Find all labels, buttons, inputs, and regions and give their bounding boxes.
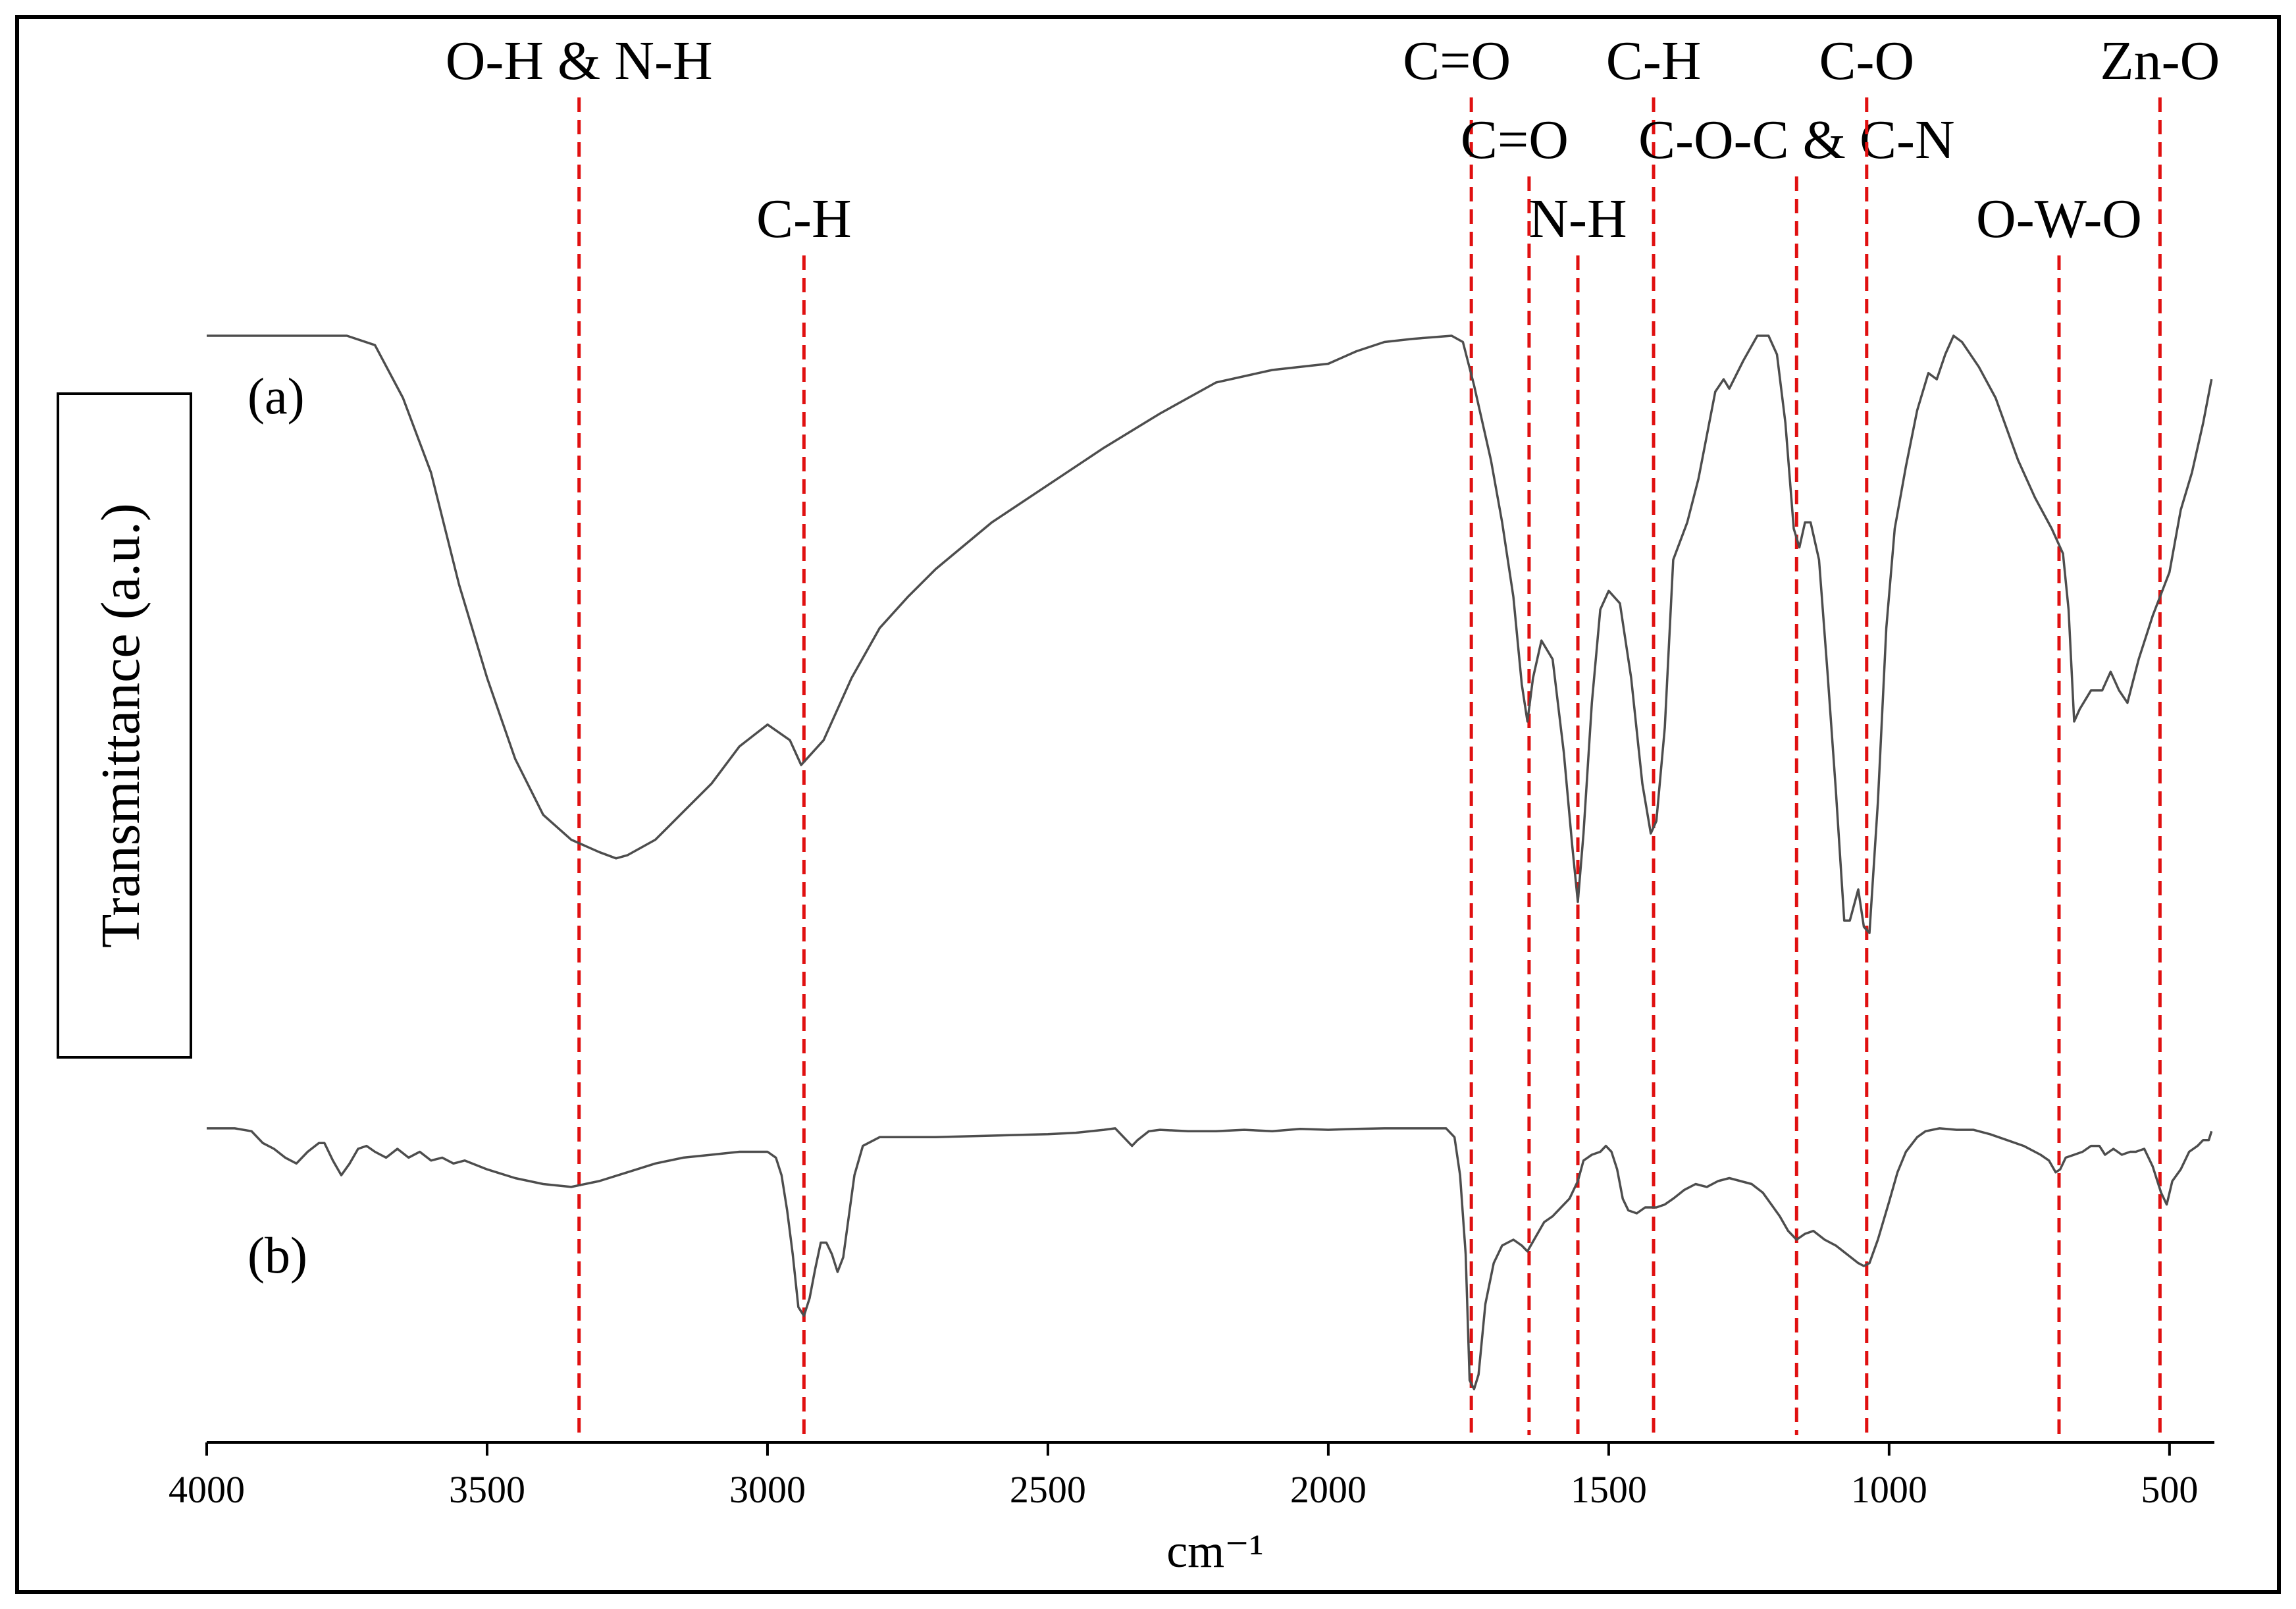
x-tick-label-500: 500	[2141, 1468, 2198, 1511]
x-axis-label: cm⁻¹	[1166, 1525, 1264, 1577]
series-label-b: (b)	[248, 1227, 307, 1284]
x-tick-label-3000: 3000	[729, 1468, 806, 1511]
x-tick-label-4000: 4000	[169, 1468, 245, 1511]
peak-markers: O-H & N-H C-H C=O C=O N-H C-H C-O-C & C-N C-O O-…	[446, 30, 2220, 1435]
series-line-b	[207, 1127, 2213, 1390]
marker-label-7: C-O	[1819, 30, 1914, 92]
x-tick-label-2500: 2500	[1010, 1468, 1086, 1511]
x-axis-ticks: 4000 3500 3000 2500 2000 1500 1000 500	[169, 1442, 2198, 1511]
outer-frame	[15, 15, 2281, 1594]
marker-label-4: N-H	[1528, 188, 1627, 250]
y-axis-label: Transmittance (a.u.)	[90, 503, 151, 948]
x-tick-label-3500: 3500	[449, 1468, 525, 1511]
x-tick-label-2000: 2000	[1290, 1468, 1367, 1511]
x-tick-label-1000: 1000	[1851, 1468, 1927, 1511]
marker-label-1: C-H	[756, 188, 852, 250]
marker-label-6: C-O-C & C-N	[1638, 109, 1955, 171]
marker-label-0: O-H & N-H	[446, 30, 713, 92]
x-tick-label-1500: 1500	[1571, 1468, 1647, 1511]
spectra	[207, 334, 2213, 1390]
series-label-a: (a)	[248, 367, 305, 425]
marker-label-8: O-W-O	[1976, 188, 2142, 250]
marker-label-9: Zn-O	[2100, 30, 2220, 92]
y-axis-label-box	[57, 392, 192, 1059]
series-line-a	[207, 334, 2213, 934]
marker-label-5: C-H	[1606, 30, 1702, 92]
marker-label-2: C=O	[1403, 30, 1511, 92]
marker-label-3: C=O	[1461, 109, 1569, 171]
